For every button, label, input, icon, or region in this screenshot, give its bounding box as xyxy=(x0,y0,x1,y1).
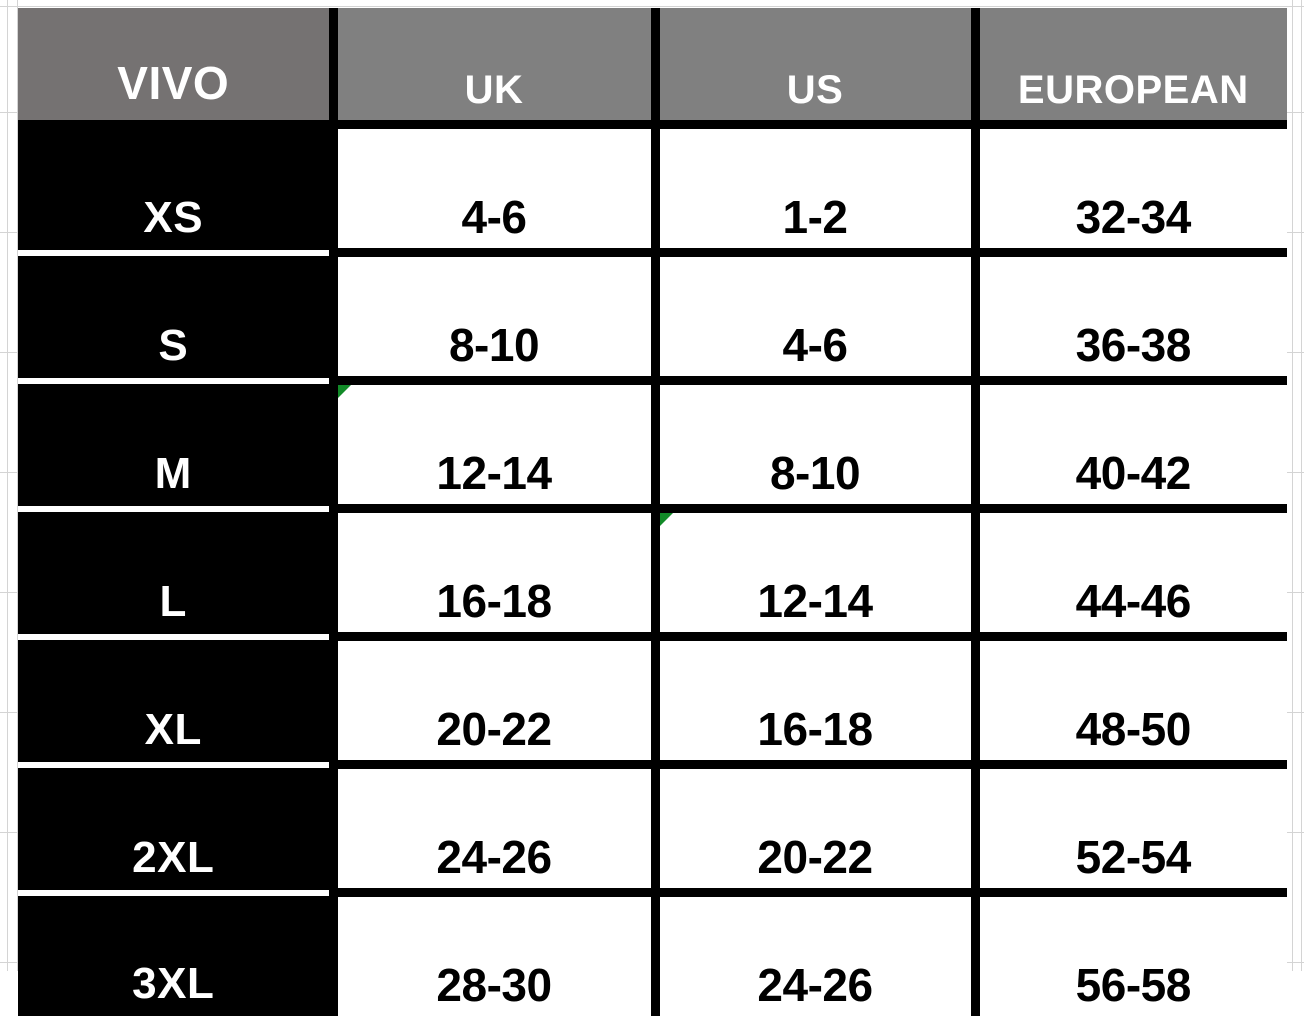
value-european: 44-46 xyxy=(980,513,1288,632)
table-row: 3XL 28-30 24-26 56-58 xyxy=(18,893,1287,1016)
column-header-vivo: VIVO xyxy=(18,8,329,120)
cell-uk-s: 8-10 xyxy=(333,253,655,381)
table-row: 2XL 24-26 20-22 52-54 xyxy=(18,765,1287,893)
cell-european-xs: 32-34 xyxy=(975,125,1287,253)
cell-size-xs: XS xyxy=(18,125,333,253)
header-cell-us: US xyxy=(655,8,975,125)
grid-column-line xyxy=(1301,0,1302,971)
value-uk: 24-26 xyxy=(338,769,651,888)
header-cell-european: EUROPEAN xyxy=(975,8,1287,125)
cell-size-l: L xyxy=(18,509,333,637)
cell-us-xl: 16-18 xyxy=(655,637,975,765)
grid-row-line xyxy=(0,6,1304,7)
cell-size-xl: XL xyxy=(18,637,333,765)
cell-uk-m: 12-14 xyxy=(333,381,655,509)
cell-us-m: 8-10 xyxy=(655,381,975,509)
size-label: S xyxy=(18,256,329,378)
cell-us-l: 12-14 xyxy=(655,509,975,637)
cell-us-s: 4-6 xyxy=(655,253,975,381)
cell-european-xl: 48-50 xyxy=(975,637,1287,765)
header-cell-uk: UK xyxy=(333,8,655,125)
value-us: 24-26 xyxy=(660,897,971,1016)
value-uk: 16-18 xyxy=(338,513,651,632)
value-uk: 12-14 xyxy=(338,385,651,504)
table-row: XS 4-6 1-2 32-34 xyxy=(18,125,1287,253)
cell-uk-2xl: 24-26 xyxy=(333,765,655,893)
table-row: S 8-10 4-6 36-38 xyxy=(18,253,1287,381)
size-chart-table: VIVO UK US EUROPEAN XS 4-6 xyxy=(18,8,1287,1016)
size-label: L xyxy=(18,512,329,634)
cell-size-s: S xyxy=(18,253,333,381)
size-label: 2XL xyxy=(18,768,329,890)
cell-us-2xl: 20-22 xyxy=(655,765,975,893)
table-row: XL 20-22 16-18 48-50 xyxy=(18,637,1287,765)
spreadsheet-canvas: VIVO UK US EUROPEAN XS 4-6 xyxy=(0,0,1304,971)
cell-uk-l: 16-18 xyxy=(333,509,655,637)
column-header-european: EUROPEAN xyxy=(980,8,1288,120)
value-european: 40-42 xyxy=(980,385,1288,504)
value-us: 16-18 xyxy=(660,641,971,760)
value-us: 12-14 xyxy=(660,513,971,632)
grid-column-line xyxy=(1292,0,1293,971)
column-header-uk: UK xyxy=(338,8,651,120)
value-european: 36-38 xyxy=(980,257,1288,376)
value-uk: 20-22 xyxy=(338,641,651,760)
value-us: 8-10 xyxy=(660,385,971,504)
cell-uk-xs: 4-6 xyxy=(333,125,655,253)
grid-column-line xyxy=(7,0,8,971)
cell-european-s: 36-38 xyxy=(975,253,1287,381)
cell-european-2xl: 52-54 xyxy=(975,765,1287,893)
value-us: 1-2 xyxy=(660,129,971,248)
table-header-row: VIVO UK US EUROPEAN xyxy=(18,8,1287,125)
value-uk: 8-10 xyxy=(338,257,651,376)
column-header-us: US xyxy=(660,8,971,120)
value-european: 48-50 xyxy=(980,641,1288,760)
size-label: XL xyxy=(18,640,329,762)
size-label: 3XL xyxy=(18,896,329,1016)
cell-uk-3xl: 28-30 xyxy=(333,893,655,1016)
value-us: 4-6 xyxy=(660,257,971,376)
size-label: XS xyxy=(18,129,329,250)
value-us: 20-22 xyxy=(660,769,971,888)
value-european: 52-54 xyxy=(980,769,1288,888)
header-cell-vivo: VIVO xyxy=(18,8,333,125)
value-uk: 28-30 xyxy=(338,897,651,1016)
cell-european-3xl: 56-58 xyxy=(975,893,1287,1016)
cell-size-2xl: 2XL xyxy=(18,765,333,893)
cell-european-l: 44-46 xyxy=(975,509,1287,637)
value-uk: 4-6 xyxy=(338,129,651,248)
table-row: M 12-14 8-10 40-42 xyxy=(18,381,1287,509)
cell-european-m: 40-42 xyxy=(975,381,1287,509)
size-label: M xyxy=(18,384,329,506)
comment-indicator-icon xyxy=(660,513,673,526)
cell-size-m: M xyxy=(18,381,333,509)
cell-size-3xl: 3XL xyxy=(18,893,333,1016)
value-european: 32-34 xyxy=(980,129,1288,248)
cell-uk-xl: 20-22 xyxy=(333,637,655,765)
comment-indicator-icon xyxy=(338,385,351,398)
value-european: 56-58 xyxy=(980,897,1288,1016)
cell-us-3xl: 24-26 xyxy=(655,893,975,1016)
table-row: L 16-18 12-14 44-46 xyxy=(18,509,1287,637)
cell-us-xs: 1-2 xyxy=(655,125,975,253)
